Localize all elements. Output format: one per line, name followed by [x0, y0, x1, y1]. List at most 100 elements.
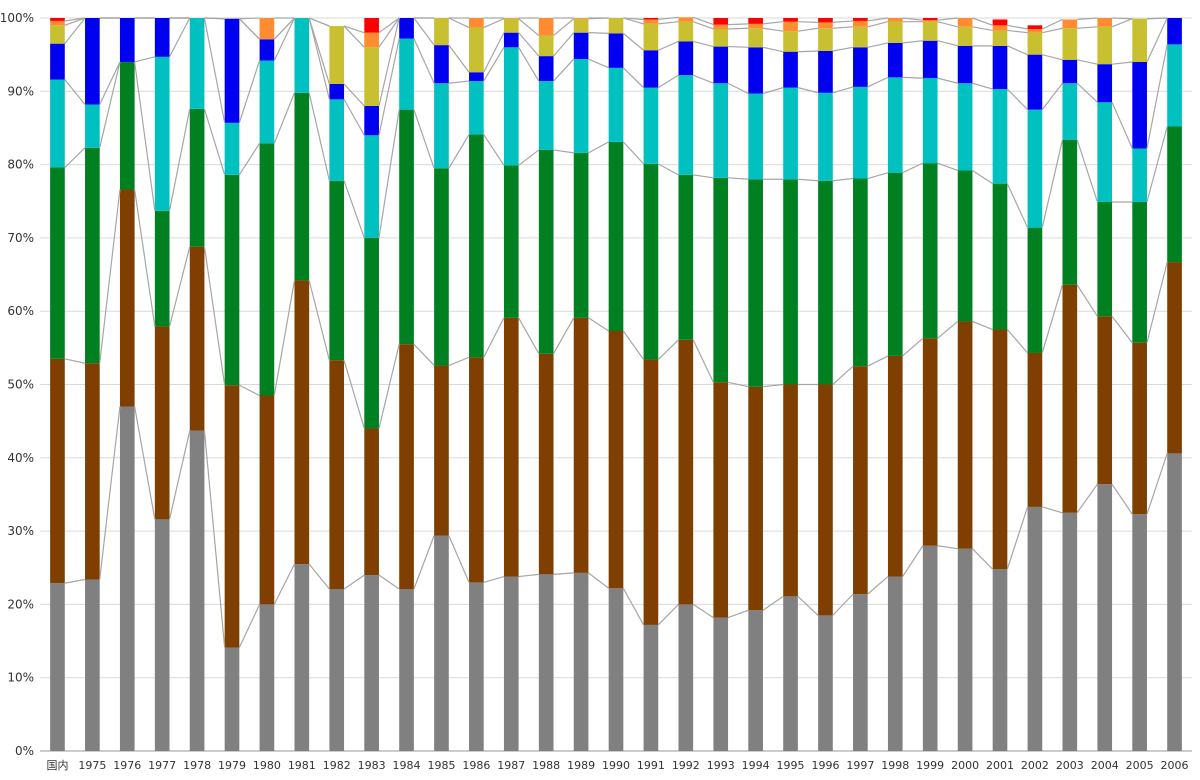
bar-segment: [1167, 18, 1182, 45]
bar-segment: [818, 28, 833, 51]
bar-segment: [154, 56, 170, 211]
series-connector: [832, 365, 854, 385]
series-connector: [1146, 17, 1168, 20]
bar-segment: [1027, 109, 1043, 228]
bar-segment: [818, 18, 833, 23]
connector-lines: [64, 16, 1168, 648]
bar-segment: [713, 46, 729, 84]
series-connector: [1112, 17, 1133, 20]
series-connector: [308, 92, 330, 181]
x-tick-label: 1989: [567, 759, 595, 772]
series-connector: [343, 360, 365, 429]
bar-segment: [678, 75, 694, 175]
bar-segment: [399, 589, 414, 751]
bar-segment: [1167, 453, 1182, 751]
x-tick-label: 1998: [881, 759, 909, 772]
x-tick-label: 1996: [811, 759, 839, 772]
series-connector: [588, 58, 609, 69]
series-connector: [728, 45, 749, 48]
bar-segment: [85, 147, 100, 364]
series-connector: [483, 575, 505, 583]
bar-segment: [1027, 352, 1043, 507]
bar-segment: [573, 18, 589, 19]
series-connector: [727, 82, 749, 95]
x-tick-label: 1985: [427, 759, 455, 772]
series-connector: [937, 40, 958, 47]
bar-segment: [329, 99, 345, 181]
x-tick-label: 1983: [358, 759, 386, 772]
bar-segment: [713, 382, 729, 618]
bar-segment: [608, 330, 624, 589]
series-connector: [64, 17, 86, 26]
series-connector: [413, 38, 435, 84]
series-connector: [1111, 315, 1133, 344]
bar-segment: [1062, 83, 1078, 140]
bar-segment: [154, 326, 170, 520]
series-connector: [518, 149, 540, 166]
series-connector: [622, 141, 645, 165]
x-tick-label: 1976: [113, 759, 141, 772]
series-connector: [623, 17, 644, 21]
bar-segment: [538, 18, 554, 36]
series-connector: [203, 246, 226, 386]
bar-segment: [992, 25, 1008, 31]
bar-segment: [643, 23, 659, 51]
bar-segment: [329, 83, 345, 100]
bar-segment: [887, 355, 903, 577]
x-tick-label: 1991: [637, 759, 665, 772]
bar-segment: [259, 143, 275, 396]
series-connector: [1042, 54, 1063, 61]
series-connector: [902, 40, 923, 44]
bar-segment: [957, 26, 973, 46]
series-connector: [64, 79, 86, 105]
series-connector: [1146, 17, 1168, 63]
bar-segment: [364, 105, 379, 136]
bar-segment: [85, 363, 100, 580]
bar-segment: [922, 338, 938, 546]
bar-segment: [748, 386, 763, 611]
bar-segment: [329, 180, 345, 361]
series-connector: [204, 17, 225, 20]
bar-segment: [259, 39, 275, 61]
series-connector: [273, 280, 296, 396]
y-tick-label: 30%: [7, 524, 34, 538]
bar-segment: [573, 18, 589, 33]
bar-segment: [189, 18, 205, 109]
bar-segment: [1132, 61, 1147, 149]
series-connector: [937, 21, 958, 28]
series-connector: [308, 17, 330, 85]
series-connector: [1041, 18, 1063, 30]
bar-segment: [469, 582, 484, 751]
bar-segment: [503, 576, 519, 751]
bar-segment: [643, 163, 659, 360]
bar-segment: [783, 87, 798, 180]
series-connector: [692, 603, 714, 619]
series-connector: [448, 80, 470, 84]
series-connector: [378, 17, 400, 34]
series-connector: [378, 574, 400, 590]
bar-segment: [1027, 25, 1043, 29]
series-connector: [343, 25, 365, 34]
bar-segment: [1027, 227, 1043, 353]
bar-segment: [1097, 201, 1113, 317]
y-tick-label: 0%: [15, 744, 34, 758]
series-connector: [378, 38, 400, 136]
bar-segment: [887, 576, 903, 751]
series-connector: [622, 32, 644, 51]
series-connector: [588, 141, 609, 154]
bar-segment: [713, 24, 729, 29]
series-connector: [657, 74, 679, 89]
series-connector: [1077, 17, 1098, 21]
x-tick-label: 2001: [986, 759, 1014, 772]
series-connector: [797, 595, 819, 616]
bar-segment: [783, 18, 798, 22]
bar-segment: [294, 280, 310, 565]
series-connector: [972, 169, 993, 185]
bar-segment: [608, 67, 624, 142]
x-tick-label: 2000: [951, 759, 979, 772]
x-tick-label: 1995: [777, 759, 805, 772]
series-connector: [518, 317, 540, 355]
series-connector: [378, 17, 400, 107]
bar-segment: [469, 18, 484, 28]
bar-segment: [364, 47, 379, 106]
